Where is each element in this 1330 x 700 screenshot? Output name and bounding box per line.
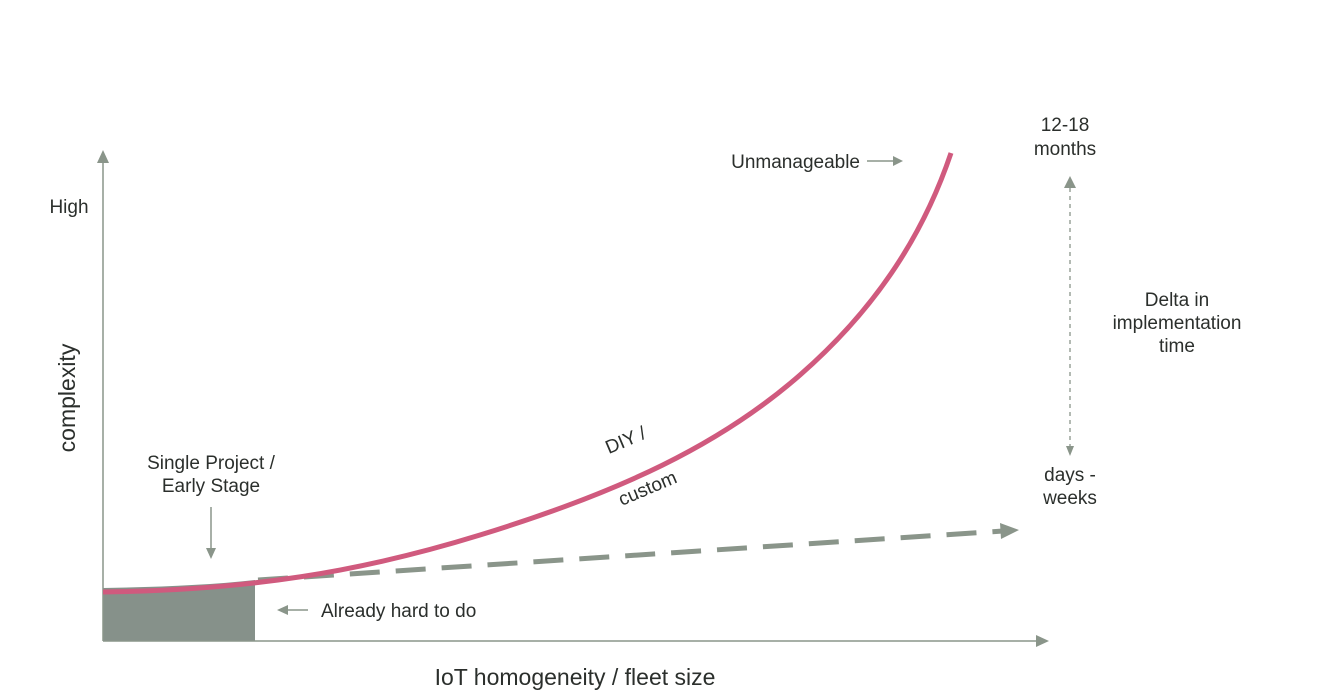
already-hard-arrow-icon <box>277 605 288 615</box>
dashed-growth-line <box>257 528 1004 583</box>
y-axis-arrow-icon <box>97 150 109 163</box>
early-stage-label: Early Stage <box>162 476 260 497</box>
unmanageable-label: Unmanageable <box>731 152 860 173</box>
delta-label-line2: implementation <box>1113 313 1242 334</box>
months-label-line1: 12-18 <box>1041 115 1090 136</box>
y-axis-title: complexity <box>54 343 80 452</box>
already-hard-label: Already hard to do <box>321 601 476 622</box>
diy-label: DIY / <box>602 423 649 459</box>
days-label-line1: days - <box>1044 465 1096 486</box>
single-project-label: Single Project / <box>147 453 276 474</box>
x-axis-title: IoT homogeneity / fleet size <box>435 664 716 690</box>
diy-custom-curve <box>102 152 954 595</box>
early-stage-arrow-icon <box>206 548 216 559</box>
delta-down-arrow-icon <box>1066 446 1074 456</box>
delta-label-line1: Delta in <box>1145 290 1209 311</box>
y-high-label: High <box>49 197 88 218</box>
dashed-line-arrow-icon <box>1000 523 1019 539</box>
delta-up-arrow-icon <box>1064 176 1076 188</box>
delta-label-line3: time <box>1159 336 1195 357</box>
x-axis-arrow-icon <box>1036 635 1049 647</box>
months-label-line2: months <box>1034 139 1096 160</box>
unmanageable-arrow-icon <box>893 156 903 166</box>
days-label-line2: weeks <box>1042 488 1097 509</box>
early-stage-shaded-area <box>103 580 255 641</box>
axes <box>102 160 1040 642</box>
